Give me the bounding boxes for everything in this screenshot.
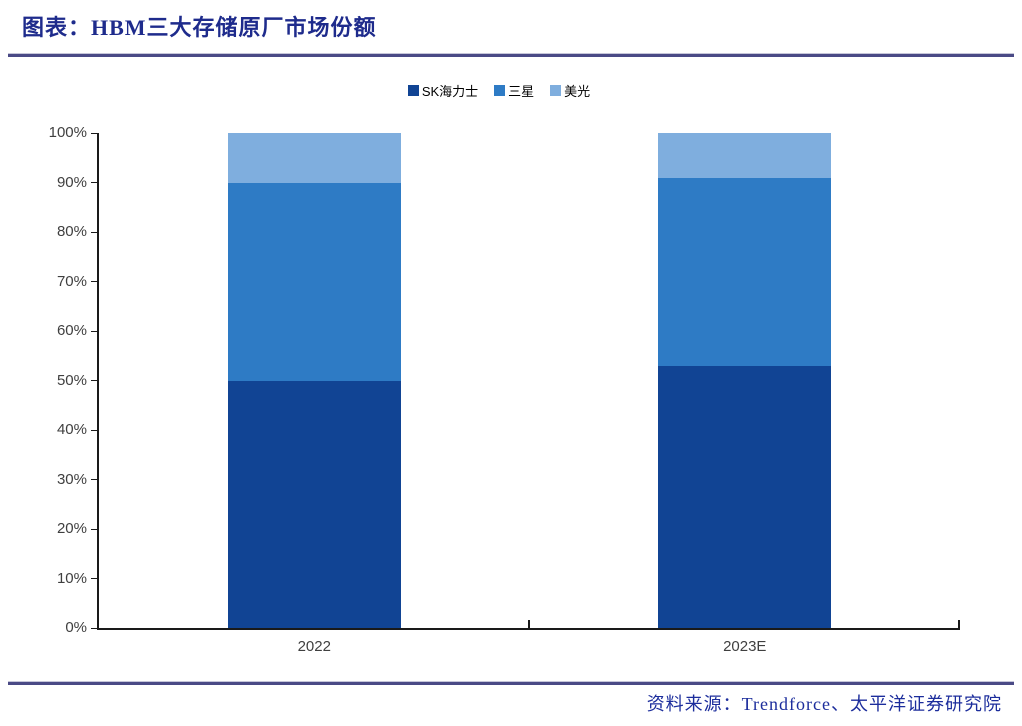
legend-item-三星: 三星: [494, 81, 534, 100]
x-axis-category-label: 2022: [297, 638, 331, 655]
bar-segment-SK海力士: [227, 380, 401, 628]
top-divider: [8, 53, 1014, 57]
y-axis-tick-mark: [91, 479, 97, 480]
y-axis-tick-mark: [91, 429, 97, 431]
x-axis-tick-mark: [958, 620, 960, 628]
bar-segment-三星: [658, 177, 832, 366]
y-axis-tick-label: 80%: [56, 223, 87, 240]
legend-swatch-icon: [494, 85, 506, 96]
y-axis-tick-mark: [91, 528, 97, 530]
y-axis-tick-label: 10%: [56, 569, 87, 587]
y-axis-tick-mark: [91, 182, 97, 183]
legend-label: 美光: [564, 84, 591, 99]
source-note: 资料来源：Trendforce、太平洋证券研究院: [646, 694, 1002, 714]
y-axis-tick-label: 70%: [56, 272, 87, 290]
bar-segment-美光: [658, 133, 832, 178]
legend-label: SK海力士: [421, 84, 479, 99]
legend-swatch-icon: [407, 85, 419, 96]
y-axis-tick-label: 20%: [56, 520, 87, 537]
bar-category-slot: [530, 133, 961, 628]
y-axis-tick-mark: [91, 578, 97, 579]
bar-segment-美光: [227, 133, 401, 183]
stacked-bar-2022: [227, 133, 401, 628]
y-axis-tick-label: 40%: [56, 421, 87, 438]
y-axis-tick-label: 30%: [56, 470, 87, 488]
legend-label: 三星: [508, 84, 535, 99]
y-axis-tick-label: 100%: [48, 124, 87, 141]
x-axis-tick-mark: [527, 620, 530, 628]
y-axis-tick-mark: [91, 627, 97, 629]
stacked-bar-2023E: [658, 133, 832, 628]
bottom-divider: [8, 681, 1014, 685]
y-axis-tick-mark: [91, 330, 97, 332]
bar-segment-SK海力士: [658, 365, 832, 628]
legend-item-SK海力士: SK海力士: [407, 81, 479, 100]
figure-title: 图表：HBM三大存储原厂市场份额: [22, 15, 377, 40]
bar-segment-三星: [227, 182, 401, 381]
y-axis-tick-label: 50%: [56, 371, 87, 389]
y-axis-tick-label: 90%: [56, 173, 87, 191]
legend-item-美光: 美光: [550, 81, 590, 100]
legend-swatch-icon: [550, 85, 562, 96]
y-axis-tick-mark: [91, 281, 97, 282]
chart-legend: SK海力士 三星 美光: [0, 81, 1010, 100]
y-axis-tick-mark: [91, 380, 97, 381]
y-axis-tick-label: 0%: [65, 619, 87, 636]
bar-category-slot: [99, 133, 530, 628]
y-axis-tick-mark: [91, 132, 97, 134]
y-axis-tick-mark: [91, 231, 97, 233]
y-axis-tick-label: 60%: [56, 322, 87, 339]
x-axis-category-label: 2023E: [723, 638, 767, 655]
chart-plot-area: 0% 10% 20% 30% 40% 50% 60% 70% 80% 90% 100% 2022 202…: [49, 124, 961, 655]
